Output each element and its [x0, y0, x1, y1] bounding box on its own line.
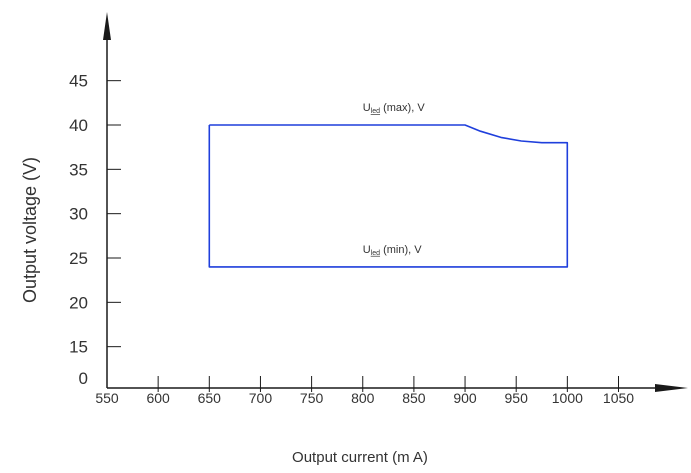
series: [208, 124, 569, 268]
ticks: 0 15 20 25 30 35 40 45 550 600 650 700 750 800 850 900 9…: [69, 72, 634, 406]
y-tick-label: 40: [69, 116, 88, 135]
series-line: [208, 124, 569, 268]
y-tick-label: 0: [79, 369, 88, 388]
axes: [103, 12, 688, 392]
x-axis-arrow: [655, 384, 688, 392]
x-tick-label: 750: [300, 390, 324, 406]
x-tick-label: 650: [198, 390, 222, 406]
y-tick-label: 15: [69, 338, 88, 357]
x-tick-label: 700: [249, 390, 273, 406]
y-axis-title: Output voltage (V): [20, 157, 40, 303]
x-axis-title: Output current (m A): [292, 449, 428, 466]
y-tick-label: 45: [69, 72, 88, 91]
x-tick-label: 900: [453, 390, 477, 406]
annotation-label: Uled (max), V: [363, 102, 426, 115]
x-tick-label: 1000: [552, 390, 583, 406]
x-tick-label: 600: [146, 390, 170, 406]
x-tick-label: 800: [351, 390, 375, 406]
y-axis-arrow: [103, 12, 111, 40]
y-tick-label: 25: [69, 249, 88, 268]
y-tick-label: 35: [69, 160, 88, 179]
x-tick-label: 950: [505, 390, 529, 406]
annotation-label: Uled (min), V: [363, 244, 423, 257]
x-tick-label: 1050: [603, 390, 634, 406]
annotations: Uled (max), V Uled (min), V: [363, 102, 426, 257]
y-tick-label: 30: [69, 205, 88, 224]
x-tick-label: 550: [95, 390, 119, 406]
x-tick-label: 850: [402, 390, 426, 406]
y-tick-label: 20: [69, 293, 88, 312]
